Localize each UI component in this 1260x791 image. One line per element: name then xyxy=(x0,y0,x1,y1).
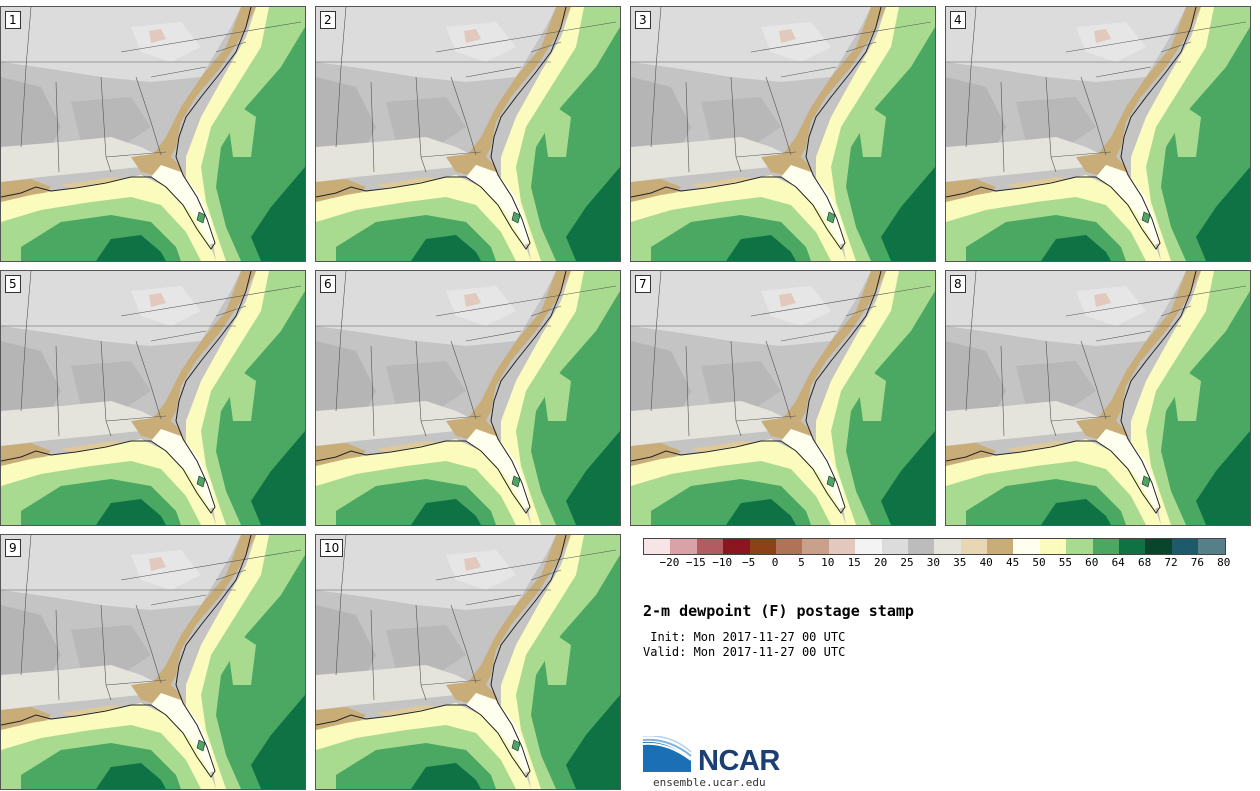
colorbar-swatch xyxy=(749,539,776,554)
colorbar-tick-label: 10 xyxy=(821,556,835,569)
colorbar-tick-label: 25 xyxy=(900,556,914,569)
colorbar-tick-label: 20 xyxy=(873,556,888,569)
colorbar-tick-label: 40 xyxy=(979,556,993,569)
panel-label: 5 xyxy=(5,275,21,293)
colorbar-swatch xyxy=(644,539,671,554)
colorbar-swatch xyxy=(723,539,750,554)
valid-time: Valid: Mon 2017-11-27 00 UTC xyxy=(643,645,846,659)
map-panel-7: 7 xyxy=(630,270,936,526)
map-panel-2: 2 xyxy=(315,6,621,262)
colorbar-swatch xyxy=(1171,539,1199,554)
colorbar-swatch xyxy=(1066,539,1093,554)
colorbar-swatch xyxy=(1039,539,1067,554)
colorbar-tick-label: 64 xyxy=(1111,556,1125,569)
map-panel-3: 3 xyxy=(630,6,936,262)
map-panel-1: 1 xyxy=(0,6,306,262)
colorbar-tick-label: −10 xyxy=(712,556,733,569)
dewpoint-map xyxy=(1,7,305,261)
colorbar-tick-label: 72 xyxy=(1164,556,1178,569)
colorbar-tick-label: 60 xyxy=(1085,556,1099,569)
colorbar-tick-label: −20 xyxy=(659,556,680,569)
colorbar xyxy=(643,538,1226,555)
colorbar-tick-label: 5 xyxy=(798,556,805,569)
colorbar-tick-label: 55 xyxy=(1058,556,1073,569)
init-time: Init: Mon 2017-11-27 00 UTC xyxy=(643,630,846,644)
panel-label: 4 xyxy=(950,11,966,29)
page-title: 2-m dewpoint (F) postage stamp xyxy=(643,602,914,620)
colorbar-swatch xyxy=(1119,539,1146,554)
colorbar-tick-label: 50 xyxy=(1032,556,1046,569)
colorbar-swatch xyxy=(934,539,961,554)
panel-label: 6 xyxy=(320,275,336,293)
panel-label: 3 xyxy=(635,11,651,29)
colorbar-swatch xyxy=(907,539,935,554)
map-panel-9: 9 xyxy=(0,534,306,790)
panel-label: 1 xyxy=(5,11,21,29)
dewpoint-map xyxy=(316,7,620,261)
colorbar-tick-label: −5 xyxy=(741,556,756,569)
colorbar-tick-label: 80 xyxy=(1217,556,1231,569)
colorbar-tick-label: 35 xyxy=(953,556,967,569)
colorbar-swatch xyxy=(802,539,829,554)
map-panel-8: 8 xyxy=(945,270,1251,526)
colorbar-swatch xyxy=(855,539,882,554)
colorbar-swatch xyxy=(828,539,856,554)
colorbar-tick-label: 76 xyxy=(1190,556,1205,569)
colorbar-tick-label: 30 xyxy=(926,556,941,569)
colorbar-swatch xyxy=(775,539,803,554)
colorbar-swatch xyxy=(960,539,988,554)
panel-label: 9 xyxy=(5,539,21,557)
colorbar-swatch xyxy=(1145,539,1172,554)
colorbar-swatch xyxy=(696,539,724,554)
colorbar-tick-label: 68 xyxy=(1137,556,1152,569)
panel-label: 2 xyxy=(320,11,336,29)
dewpoint-map xyxy=(946,7,1250,261)
colorbar-tick-label: −15 xyxy=(685,556,706,569)
map-panel-5: 5 xyxy=(0,270,306,526)
dewpoint-map xyxy=(316,271,620,525)
dewpoint-map xyxy=(316,535,620,789)
dewpoint-map xyxy=(946,271,1250,525)
dewpoint-map xyxy=(631,271,935,525)
logo-url: ensemble.ucar.edu xyxy=(653,776,766,789)
colorbar-swatch xyxy=(881,539,908,554)
panel-label: 8 xyxy=(950,275,966,293)
logo-wordmark: NCAR xyxy=(698,745,780,777)
map-panel-6: 6 xyxy=(315,270,621,526)
dewpoint-map xyxy=(1,271,305,525)
colorbar-swatch xyxy=(1092,539,1120,554)
colorbar-tick-label: 15 xyxy=(847,556,861,569)
colorbar-swatch xyxy=(670,539,697,554)
colorbar-swatch xyxy=(1198,539,1225,554)
map-panel-10: 10 xyxy=(315,534,621,790)
colorbar-swatch xyxy=(987,539,1014,554)
colorbar-tick-label: 45 xyxy=(1005,556,1020,569)
panel-label: 7 xyxy=(635,275,651,293)
panel-label: 10 xyxy=(320,539,344,557)
dewpoint-map xyxy=(631,7,935,261)
map-panel-4: 4 xyxy=(945,6,1251,262)
colorbar-tick-label: 0 xyxy=(771,556,779,569)
dewpoint-map xyxy=(1,535,305,789)
ncar-logo-icon xyxy=(643,736,692,772)
colorbar-swatch xyxy=(1013,539,1040,554)
colorbar-ticks: −20 −15 −10 −5 0 5 10 15 20 25 30 35 40 45 50 55 60 64 68 7… xyxy=(632,556,1242,572)
